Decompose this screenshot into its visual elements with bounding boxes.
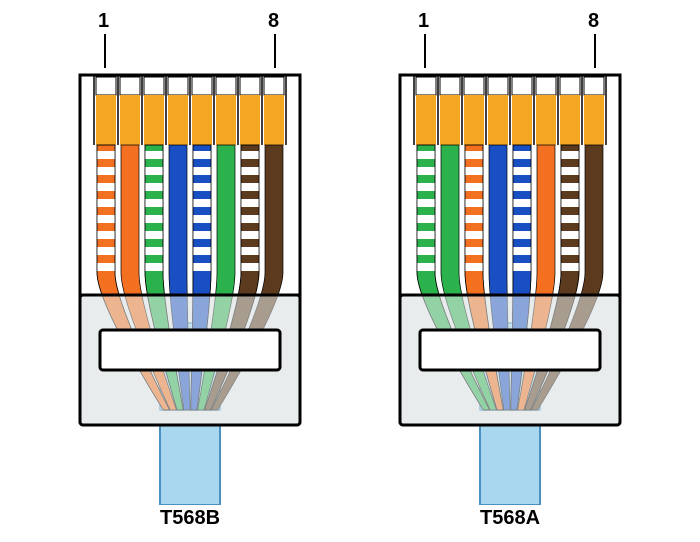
- pin-8-tick: [274, 34, 276, 68]
- connector-t568b: 1 8 T568B: [70, 10, 310, 530]
- connector-caption: T568B: [70, 507, 310, 530]
- pin-labels: 1 8: [70, 10, 310, 70]
- connector-caption: T568A: [390, 507, 630, 530]
- pin-labels: 1 8: [390, 10, 630, 70]
- pin-8-tick: [594, 34, 596, 68]
- pin-8-label: 8: [268, 10, 279, 33]
- connector-t568a: 1 8 T568A: [390, 10, 630, 530]
- pin-1-label: 1: [418, 10, 429, 33]
- pin-8-label: 8: [588, 10, 599, 33]
- pin-1-tick: [424, 34, 426, 68]
- pin-1-label: 1: [98, 10, 109, 33]
- pin-1-tick: [104, 34, 106, 68]
